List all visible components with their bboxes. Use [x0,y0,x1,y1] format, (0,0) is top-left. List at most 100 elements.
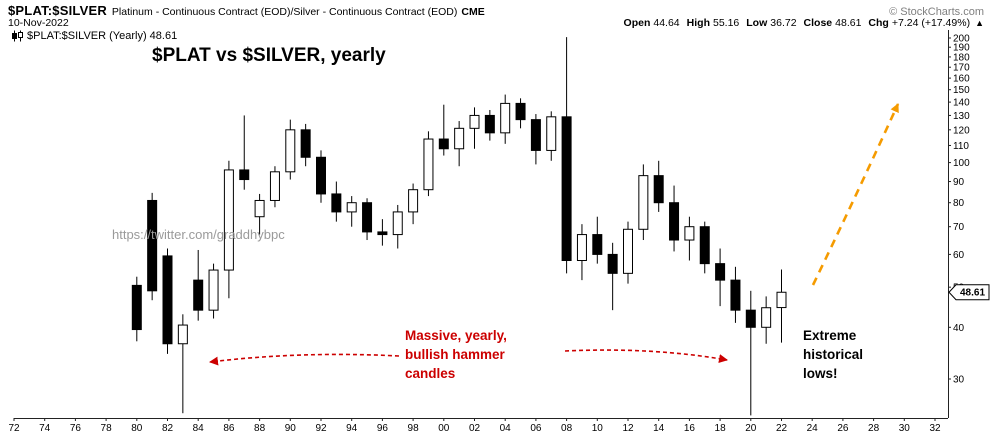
candle-body-2017 [699,226,710,265]
candle-body-2012 [623,228,633,274]
x-tick-label: 74 [39,423,51,434]
candle-body-2001 [454,127,465,150]
chart-legend: $PLAT:$SILVER (Yearly) 48.61 [12,30,177,42]
candle-body-1980 [131,284,142,331]
trend-arrow-up [811,103,900,286]
candle-body-1991 [300,129,311,158]
x-tick-label: 26 [837,423,849,434]
candle-body-1986 [223,169,234,271]
x-axis: 72 74 76 78 80 82 84 86 88 90 92 94 96 98 00 02 04 06 08 10… [8,418,941,434]
candle-body-1995 [362,202,373,233]
candle-body-1990 [285,129,296,173]
candle-body-2018 [715,263,726,281]
y-tick-label: 150 [953,85,970,96]
y-tick-label: 70 [953,222,965,233]
candle-body-2011 [607,253,618,274]
title-annotation: $PLAT vs $SILVER, yearly [152,45,386,66]
candle-body-1981 [147,199,158,292]
x-tick-label: 82 [162,423,174,434]
chg-label: Chg [868,17,889,29]
x-tick-label: 22 [776,423,788,434]
x-tick-label: 86 [223,423,235,434]
candle-body-1999 [423,138,434,191]
change-up-icon: ▲ [975,18,984,28]
x-tick-label: 20 [745,423,757,434]
candle-body-1987 [239,169,250,181]
low-label: Low [746,17,768,29]
legend-label: $PLAT:$SILVER (Yearly) 48.61 [27,30,178,42]
last-price-value: 48.61 [960,288,985,299]
candle-body-2021 [761,307,772,328]
candle-body-1998 [408,189,419,213]
candle-body-2014 [653,175,664,204]
candle-body-1997 [392,211,403,236]
x-tick-label: 04 [500,423,512,434]
x-tick-label: 24 [807,423,819,434]
hammer-candles-note: Massive, yearly, bullish hammer candles [405,328,507,381]
x-tick-label: 10 [592,423,604,434]
x-tick-label: 76 [70,423,82,434]
chg-value: +7.24 (+17.49%) [891,17,971,29]
x-tick-label: 98 [408,423,420,434]
candle-body-2015 [669,202,680,241]
annotation-arrows [209,103,900,366]
x-tick-label: 06 [530,423,542,434]
y-tick-label: 130 [953,111,970,122]
y-tick-label: 100 [953,158,970,169]
candle-body-2000 [438,138,449,150]
candle-body-2019 [730,279,741,311]
y-tick-label: 80 [953,198,965,209]
candle-body-2004 [500,102,511,134]
y-tick-label: 110 [953,141,969,152]
symbol-title: $PLAT:$SILVER [8,3,107,18]
x-tick-label: 12 [622,423,634,434]
candles [131,37,787,416]
extreme-lows-note: Extreme historical lows! [803,328,864,381]
quote-strip: Open 44.64 High 55.16 Low 36.72 Close 48.61 … [624,17,984,29]
open-value: 44.64 [653,17,680,29]
open-label: Open [623,17,651,29]
candle-body-1983 [177,324,188,345]
candle-body-2005 [515,102,526,121]
candle-body-2008 [561,116,572,262]
x-tick-label: 80 [131,423,143,434]
candle-body-2006 [530,119,541,151]
candle-body-2002 [469,114,480,129]
x-tick-label: 92 [315,423,327,434]
axes [14,30,949,419]
candle-body-2009 [576,234,587,262]
y-tick-label: 200 [953,34,970,45]
x-tick-label: 90 [285,423,297,434]
y-tick-label: 120 [953,125,970,136]
x-tick-label: 02 [469,423,481,434]
x-tick-label: 18 [715,423,727,434]
close-label: Close [803,17,833,29]
y-tick-label: 160 [953,74,970,85]
y-tick-label: 140 [953,98,970,109]
candle-body-1984 [193,279,204,311]
x-tick-label: 94 [346,423,358,434]
candle-body-2013 [638,175,649,230]
x-tick-label: 00 [438,423,450,434]
x-tick-label: 96 [377,423,389,434]
y-tick-label: 170 [953,63,970,74]
stockcharts-copyright: © StockCharts.com [889,6,984,18]
candle-body-1988 [254,199,265,218]
y-tick-label: 90 [953,177,965,188]
candle-body-2016 [684,226,695,241]
y-tick-label: 190 [953,43,970,54]
x-tick-label: 28 [868,423,880,434]
x-tick-label: 14 [653,423,665,434]
hammer-arrow-left [209,353,400,366]
high-label: High [686,17,710,29]
y-tick-label: 30 [953,375,965,386]
exchange-label: CME [461,6,485,18]
candle-body-1992 [316,156,326,195]
quote-date: 10-Nov-2022 [8,17,69,29]
chart-header-row2: 10-Nov-2022 Open 44.64 High 55.16 Low 36.72… [8,17,984,29]
low-value: 36.72 [770,17,797,29]
hammer-arrow-right [564,349,728,364]
